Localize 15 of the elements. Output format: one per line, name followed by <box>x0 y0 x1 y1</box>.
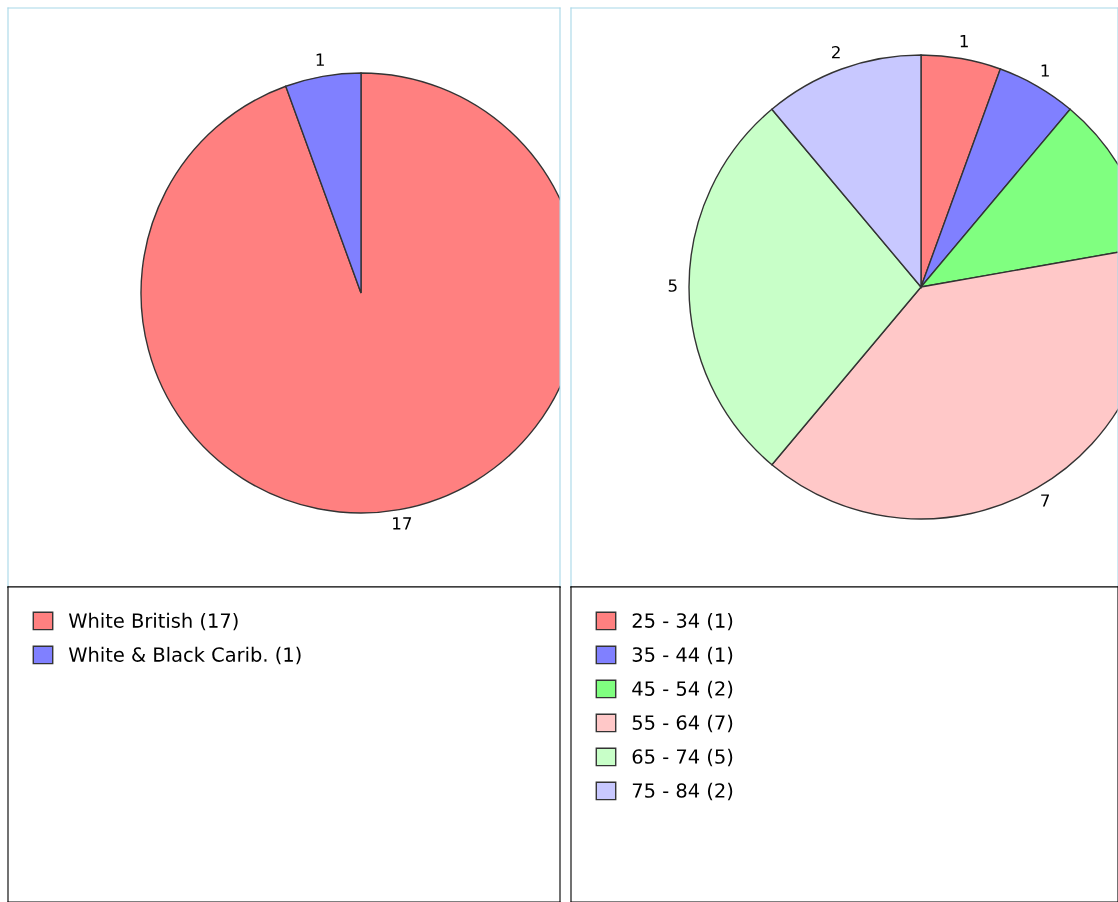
data-label: 17 <box>393 517 412 530</box>
legend-label: White British (17) <box>68 612 238 631</box>
legend-label: 75 - 84 (2) <box>632 782 733 801</box>
data-label: 5 <box>668 279 677 292</box>
legend-label: 65 - 74 (5) <box>632 748 733 767</box>
data-label: 1 <box>960 34 968 48</box>
legend-label: 35 - 44 (1) <box>632 646 733 665</box>
data-label: 2 <box>832 45 840 59</box>
data-label: 7 <box>1041 494 1049 507</box>
legend-label: 55 - 64 (7) <box>632 714 733 733</box>
legend-label: 25 - 34 (1) <box>632 612 733 631</box>
legend-label: 45 - 54 (2) <box>632 680 733 699</box>
data-label: 1 <box>316 53 324 66</box>
legend-label: White & Black Carib. (1) <box>68 646 301 665</box>
data-label: 1 <box>1041 64 1049 77</box>
